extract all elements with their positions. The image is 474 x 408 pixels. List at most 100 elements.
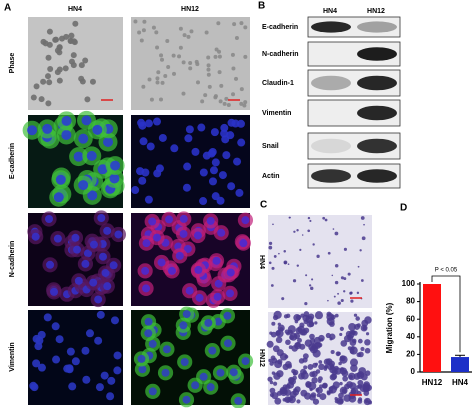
stained-cell [298,372,305,380]
nucleus [44,73,51,80]
nucleus [46,260,55,269]
nucleus [183,162,192,171]
nucleus [199,372,208,381]
nucleus [199,168,208,177]
stained-cell [329,373,337,381]
nucleus [179,214,188,223]
nucleus [54,47,61,54]
stained-cell [349,358,359,367]
stained-cell [269,380,274,385]
stained-cell [307,229,311,233]
stained-cell [316,254,320,258]
stained-cell [319,338,324,342]
nucleus [78,180,89,191]
nucleus [239,87,244,92]
nucleus [206,383,215,392]
stained-cell [283,314,289,319]
stained-cell [355,316,360,321]
nucleus [70,38,77,45]
nucleus [53,192,64,203]
nucleus [97,213,106,222]
nucleus [45,100,52,107]
stained-cell [270,331,277,338]
nucleus [177,54,182,59]
nucleus [141,28,146,33]
nucleus [211,158,220,167]
nucleus [185,125,194,134]
stained-cell [273,310,282,319]
x-tick-label: HN4 [452,378,469,387]
stained-cell [282,384,288,390]
stained-cell [356,291,360,295]
stained-cell [357,265,360,268]
stained-cell [332,228,335,230]
stained-cell [304,339,313,347]
stained-cell [324,218,328,222]
stained-cell [309,219,312,223]
significance-bracket [431,275,461,353]
band [357,47,397,61]
stained-cell [361,319,369,327]
stained-cell [271,392,279,400]
nucleus [227,118,236,127]
nucleus [180,357,189,366]
nucleus [204,30,209,35]
nucleus [142,284,151,293]
stained-cell [279,387,288,397]
nucleus [100,371,109,380]
nucleus [43,313,52,322]
nucleus [37,330,46,339]
stained-cell [335,351,341,357]
row-label: N-cadherin [9,241,16,278]
nucleus [158,133,167,142]
nucleus [141,266,150,275]
nucleus [161,368,170,377]
panel-label: A [4,3,11,14]
stained-cell [340,340,348,347]
nucleus [226,289,235,298]
stained-cell [347,272,351,276]
nucleus [168,266,177,275]
stained-cell [363,390,370,397]
panel-label: C [260,200,267,211]
nucleus [200,99,205,104]
nucleus [226,103,231,108]
stained-cell [364,347,371,354]
nucleus [97,164,108,175]
nucleus [29,381,38,390]
nucleus [160,80,165,85]
stained-cell [281,297,285,301]
nucleus [208,346,217,355]
stained-cell [309,371,315,378]
stained-cell [343,277,347,281]
x-tick-label: HN12 [422,378,443,387]
nucleus [110,316,119,325]
nucleus [214,279,223,288]
nucleus [96,310,105,319]
nucleus [55,174,66,185]
stained-cell [360,346,365,352]
nucleus [243,25,248,30]
nucleus [74,276,83,285]
nucleus [138,121,147,130]
stained-cell [279,352,288,361]
nucleus [137,354,146,363]
row-label: HN4 [258,255,265,269]
nucleus [62,65,69,72]
nucleus [50,287,59,296]
nucleus [144,329,153,338]
stained-cell [359,249,362,252]
nucleus [202,151,211,160]
stained-cell [353,313,358,317]
stained-cell [312,398,320,405]
stained-cell [297,325,305,334]
nucleus [98,252,107,261]
stained-cell [289,216,291,219]
nucleus [210,128,219,137]
nucleus [182,395,191,404]
western-blot: E-cadherin N-cadherin Claudin-1 Vimentin Sna… [262,16,401,189]
row-label: E-cadherin [9,143,16,179]
annotation: P < 0.05 [435,268,458,274]
nucleus [234,35,239,40]
stained-cell [284,354,289,359]
